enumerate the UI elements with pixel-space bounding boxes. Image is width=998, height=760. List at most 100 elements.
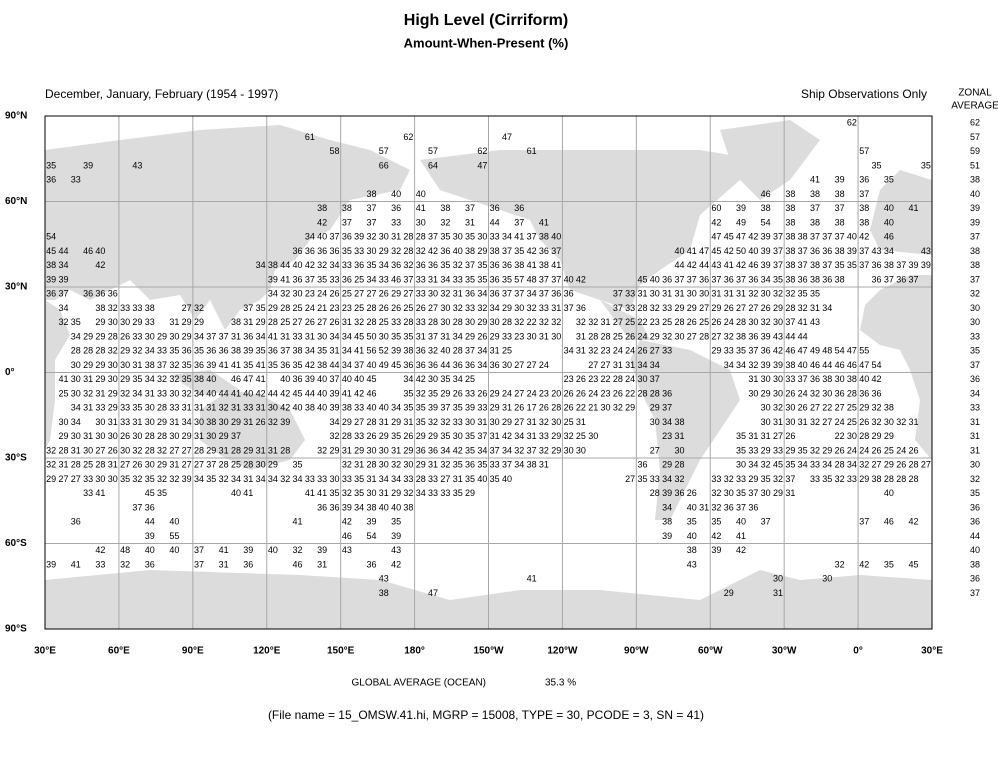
cell-value: 28	[416, 474, 426, 484]
cell-value: 30	[588, 431, 598, 441]
cell-value: 30	[145, 460, 155, 470]
zonal-value: 37	[970, 232, 980, 242]
cell-value: 29	[58, 431, 68, 441]
cell-value: 41	[243, 488, 253, 498]
cell-value: 31	[342, 445, 352, 455]
cell-value: 37	[551, 246, 561, 256]
cell-value: 35	[465, 474, 475, 484]
cell-value: 31	[699, 502, 709, 512]
cell-value: 31	[71, 445, 81, 455]
cell-value: 31	[416, 331, 426, 341]
cell-value: 27	[822, 417, 832, 427]
cell-value: 35	[293, 460, 303, 470]
zonal-value: 32	[970, 474, 980, 484]
cell-value: 28	[403, 246, 413, 256]
cell-value: 31	[317, 559, 327, 569]
cell-value: 38	[403, 346, 413, 356]
cell-value: 29	[502, 417, 512, 427]
cell-value: 38	[859, 203, 869, 213]
cell-value: 29	[416, 460, 426, 470]
cell-value: 35	[453, 403, 463, 413]
cell-value: 25	[699, 317, 709, 327]
cell-value: 26	[761, 303, 771, 313]
cell-value: 33	[145, 317, 155, 327]
cell-value: 62	[477, 146, 487, 156]
cell-value: 36	[71, 517, 81, 527]
cell-value: 28	[699, 331, 709, 341]
cell-value: 52	[379, 346, 389, 356]
cell-value: 36	[83, 289, 93, 299]
zonal-value: 39	[970, 203, 980, 213]
cell-value: 38	[231, 346, 241, 356]
cell-value: 31	[724, 289, 734, 299]
cell-value: 29	[120, 374, 130, 384]
zonal-value: 36	[970, 502, 980, 512]
cell-value: 30	[453, 232, 463, 242]
cell-value: 40	[379, 403, 389, 413]
cell-value: 31	[428, 460, 438, 470]
cell-value: 42	[428, 246, 438, 256]
cell-value: 38	[884, 403, 894, 413]
cell-value: 36	[293, 274, 303, 284]
cell-value: 28	[71, 346, 81, 356]
cell-value: 42	[280, 403, 290, 413]
cell-value: 35	[736, 431, 746, 441]
cell-value: 31	[391, 445, 401, 455]
cell-value: 28	[650, 488, 660, 498]
cell-value: 33	[465, 388, 475, 398]
cell-value: 26	[872, 445, 882, 455]
cell-value: 30	[379, 445, 389, 455]
cell-value: 27	[428, 303, 438, 313]
cell-value: 29	[256, 317, 266, 327]
cell-value: 36	[206, 346, 216, 356]
cell-value: 28	[428, 317, 438, 327]
cell-value: 34	[145, 346, 155, 356]
cell-value: 30	[637, 374, 647, 384]
cell-value: 37	[822, 260, 832, 270]
cell-value: 32	[453, 260, 463, 270]
cell-value: 28	[909, 460, 919, 470]
cell-value: 36	[822, 274, 832, 284]
cell-value: 26	[625, 331, 635, 341]
zonal-value: 33	[970, 331, 980, 341]
cell-value: 27	[354, 417, 364, 427]
cell-value: 30	[453, 431, 463, 441]
cell-value: 32	[157, 445, 167, 455]
cell-value: 29	[120, 346, 130, 356]
cell-value: 39	[761, 360, 771, 370]
cell-value: 33	[724, 346, 734, 356]
cell-value: 35	[46, 160, 56, 170]
cell-value: 40	[884, 203, 894, 213]
cell-value: 42	[859, 232, 869, 242]
cell-value: 25	[231, 460, 241, 470]
cell-value: 38	[847, 374, 857, 384]
cell-value: 26	[305, 317, 315, 327]
cell-value: 31	[169, 317, 179, 327]
cell-value: 32	[440, 217, 450, 227]
cell-value: 38	[379, 588, 389, 598]
cell-value: 41	[810, 175, 820, 185]
cell-value: 64	[428, 160, 438, 170]
zonal-value: 31	[970, 431, 980, 441]
cell-value: 46	[748, 260, 758, 270]
cell-value: 32	[169, 360, 179, 370]
cell-value: 36	[798, 274, 808, 284]
cell-value: 34	[662, 417, 672, 427]
cell-value: 41	[231, 360, 241, 370]
zonal-value: 34	[970, 388, 980, 398]
cell-value: 35	[132, 374, 142, 384]
cell-value: 28	[613, 374, 623, 384]
cell-value: 37	[465, 203, 475, 213]
cell-value: 40	[231, 488, 241, 498]
cell-value: 35	[182, 374, 192, 384]
cell-value: 26	[724, 303, 734, 313]
cell-value: 48	[527, 274, 537, 284]
cell-value: 62	[847, 118, 857, 128]
cell-value: 36	[416, 260, 426, 270]
cell-value: 23	[514, 331, 524, 341]
cell-value: 33	[711, 474, 721, 484]
cell-value: 42	[687, 260, 697, 270]
cell-value: 34	[354, 502, 364, 512]
cell-value: 34	[342, 346, 352, 356]
cell-value: 38	[145, 303, 155, 313]
